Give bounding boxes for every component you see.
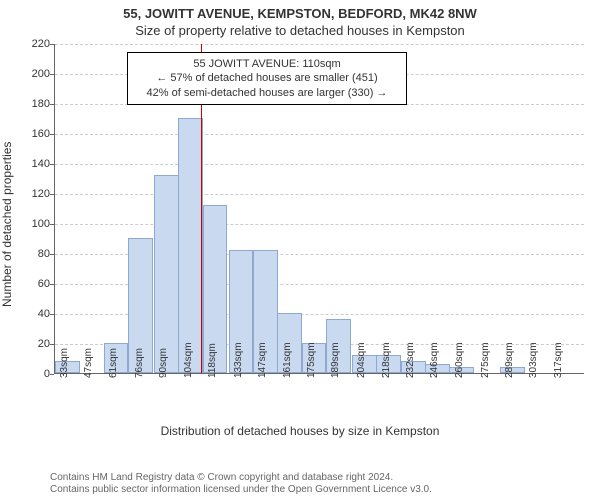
gridline xyxy=(55,164,584,165)
ytick-label: 60 xyxy=(28,278,50,290)
annotation-line1: 55 JOWITT AVENUE: 110sqm xyxy=(134,57,400,71)
xtick-label: 246sqm xyxy=(429,342,443,378)
annotation-line3: 42% of semi-detached houses are larger (… xyxy=(134,86,400,100)
gridline xyxy=(55,224,584,225)
xtick-label: 189sqm xyxy=(330,342,344,378)
footer-line1: Contains HM Land Registry data © Crown c… xyxy=(50,472,432,484)
xtick-label: 33sqm xyxy=(59,348,73,378)
ytick-mark xyxy=(50,374,54,375)
ytick-label: 200 xyxy=(28,68,50,80)
xtick-label: 275sqm xyxy=(480,342,494,378)
y-axis-label: Number of detached properties xyxy=(0,44,20,404)
annotation-line2: ← 57% of detached houses are smaller (45… xyxy=(134,71,400,85)
footer-attribution: Contains HM Land Registry data © Crown c… xyxy=(50,472,432,496)
chart-area: Number of detached properties 0 20 40 60 80 1… xyxy=(0,44,600,424)
xtick-label: 303sqm xyxy=(528,342,542,378)
ytick-label: 80 xyxy=(28,248,50,260)
xtick-label: 118sqm xyxy=(207,343,221,378)
ytick-label: 20 xyxy=(28,338,50,350)
ytick-label: 180 xyxy=(28,98,50,110)
xtick-label: 260sqm xyxy=(454,342,468,378)
ytick-label: 100 xyxy=(28,218,50,230)
xtick-label: 104sqm xyxy=(183,342,197,378)
ytick-label: 220 xyxy=(28,38,50,50)
xtick-label: 90sqm xyxy=(158,348,172,378)
x-axis-label: Distribution of detached houses by size … xyxy=(0,424,600,438)
ytick-label: 160 xyxy=(28,128,50,140)
xtick-label: 161sqm xyxy=(282,342,296,378)
gridline xyxy=(55,134,584,135)
gridline xyxy=(55,44,584,45)
annotation-box: 55 JOWITT AVENUE: 110sqm ← 57% of detach… xyxy=(127,52,407,105)
xtick-label: 133sqm xyxy=(233,342,247,378)
xtick-label: 175sqm xyxy=(306,342,320,378)
xtick-label: 317sqm xyxy=(553,342,567,378)
xtick-label: 289sqm xyxy=(504,342,518,378)
xtick-label: 204sqm xyxy=(356,342,370,378)
gridline xyxy=(55,194,584,195)
ytick-label: 0 xyxy=(28,368,50,380)
title-sub: Size of property relative to detached ho… xyxy=(0,23,600,38)
histogram-bar xyxy=(154,175,179,373)
histogram-bar xyxy=(178,118,203,373)
title-main: 55, JOWITT AVENUE, KEMPSTON, BEDFORD, MK… xyxy=(0,6,600,21)
ytick-label: 140 xyxy=(28,158,50,170)
footer-line2: Contains public sector information licen… xyxy=(50,484,432,496)
xtick-label: 232sqm xyxy=(405,342,419,378)
ytick-label: 120 xyxy=(28,188,50,200)
plot-region: 55 JOWITT AVENUE: 110sqm ← 57% of detach… xyxy=(54,44,584,374)
xtick-label: 218sqm xyxy=(381,342,395,378)
ytick-label: 40 xyxy=(28,308,50,320)
xtick-label: 76sqm xyxy=(134,348,148,378)
xtick-label: 61sqm xyxy=(108,348,122,378)
xtick-label: 47sqm xyxy=(83,348,97,378)
xtick-label: 147sqm xyxy=(257,342,271,378)
